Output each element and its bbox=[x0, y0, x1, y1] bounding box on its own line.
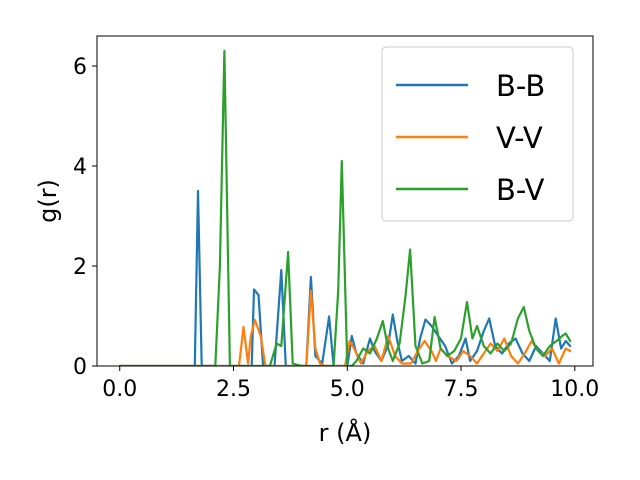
x-axis: 0.0 2.5 5.0 7.5 10.0 bbox=[102, 366, 599, 402]
series-line-b-v bbox=[118, 49, 572, 366]
legend: B-B V-V B-V bbox=[381, 46, 574, 222]
x-tick-label: 5.0 bbox=[330, 377, 365, 402]
legend-label-b-v: B-V bbox=[496, 173, 545, 207]
legend-label-v-v: V-V bbox=[496, 121, 543, 155]
y-tick-label: 4 bbox=[73, 155, 87, 180]
x-tick-label: 0.0 bbox=[102, 377, 137, 402]
y-axis-label: g(r) bbox=[34, 179, 62, 223]
x-tick-label: 10.0 bbox=[550, 377, 599, 402]
x-tick-label: 7.5 bbox=[444, 377, 479, 402]
series-line-v-v bbox=[118, 289, 572, 366]
y-axis: 0 2 4 6 bbox=[73, 55, 97, 380]
y-tick-label: 0 bbox=[73, 355, 87, 380]
plot-area-frame bbox=[96, 35, 594, 367]
x-axis-label: r (Å) bbox=[319, 418, 372, 447]
x-tick-label: 2.5 bbox=[216, 377, 251, 402]
y-tick-label: 2 bbox=[73, 255, 87, 280]
series-layer bbox=[118, 49, 572, 366]
legend-label-b-b: B-B bbox=[496, 69, 545, 103]
series-line-b-b bbox=[118, 189, 572, 366]
legend-box bbox=[381, 46, 574, 222]
y-tick-label: 6 bbox=[73, 55, 87, 80]
